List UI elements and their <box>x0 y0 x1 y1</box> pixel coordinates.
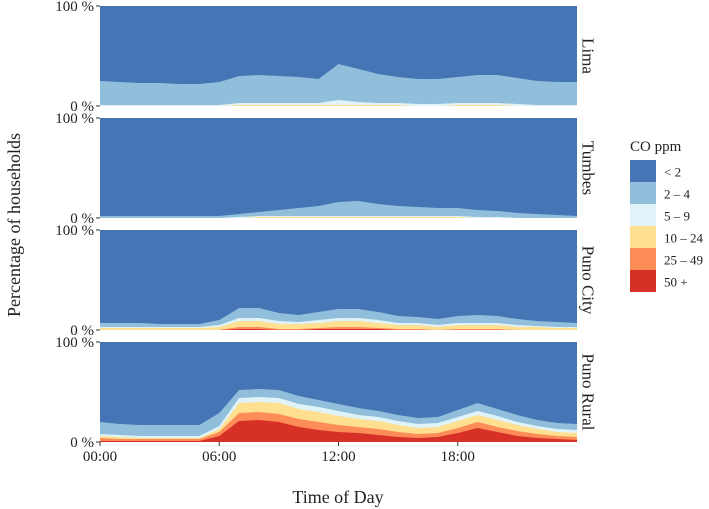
legend-label-2: < 2 <box>664 165 681 180</box>
strip-lima <box>577 6 599 106</box>
y-tick-label-tumbes-100: 100 % <box>55 111 94 127</box>
strip-label-puno-city: Puno City <box>579 246 598 315</box>
legend-label-10-24: 10 – 24 <box>664 231 704 246</box>
area-puno-city-10-24 <box>100 321 577 330</box>
x-tick-label-18: 18:00 <box>441 449 475 465</box>
x-axis-title: Time of Day <box>292 487 383 507</box>
legend-key-5-9 <box>630 204 656 226</box>
legend: CO ppm < 2 2 – 4 5 – 9 10 – 24 25 – 49 50 + <box>630 139 704 292</box>
area-tumbes-10-24 <box>100 217 577 218</box>
y-tick-label-puno-rural-0: 0 % <box>70 435 94 451</box>
area-puno-city-50-plus <box>100 329 577 330</box>
x-tick-label-0: 00:00 <box>83 449 117 465</box>
y-tick-label-tumbes-0: 0 % <box>70 211 94 227</box>
strip-tumbes <box>577 118 599 218</box>
area-lima-5-9 <box>100 100 577 106</box>
panel-puno-city: Puno City 0 % 100 % <box>55 223 599 339</box>
legend-key-25-49 <box>630 248 656 270</box>
area-puno-rural-50-plus <box>100 420 577 442</box>
y-tick-label-puno-city-0: 0 % <box>70 323 94 339</box>
legend-key-10-24 <box>630 226 656 248</box>
legend-key-50-plus <box>630 270 656 292</box>
area-tumbes-2-4 <box>100 201 577 218</box>
strip-label-tumbes: Tumbes <box>579 141 598 195</box>
strip-label-puno-rural: Puno Rural <box>579 354 598 431</box>
x-axis: 00:00 06:00 12:00 18:00 <box>83 442 475 465</box>
legend-label-25-49: 25 – 49 <box>664 253 703 268</box>
y-tick-label-puno-rural-100: 100 % <box>55 335 94 351</box>
area-puno-city-25-49 <box>100 327 577 330</box>
area-lima-2-4 <box>100 64 577 106</box>
strip-label-lima: Lima <box>579 38 598 74</box>
panel-puno-rural: Puno Rural 0 % 100 % <box>55 335 599 451</box>
legend-label-2-4: 2 – 4 <box>664 187 691 202</box>
x-tick-label-6: 06:00 <box>202 449 236 465</box>
y-tick-label-lima-100: 100 % <box>55 0 94 15</box>
legend-label-50-plus: 50 + <box>664 275 688 290</box>
legend-title: CO ppm <box>630 139 682 155</box>
panel-lima: Lima 0 % 100 % <box>55 0 599 115</box>
y-tick-label-puno-city-100: 100 % <box>55 223 94 239</box>
strip-puno-city <box>577 230 599 330</box>
y-axis-title: Percentage of households <box>4 133 24 317</box>
area-lima-10-24 <box>100 105 577 106</box>
area-tumbes-lt2 <box>100 118 577 218</box>
strip-puno-rural <box>577 342 599 442</box>
y-tick-label-lima-0: 0 % <box>70 99 94 115</box>
legend-key-2 <box>630 160 656 182</box>
legend-label-5-9: 5 – 9 <box>664 209 690 224</box>
legend-key-2-4 <box>630 182 656 204</box>
panel-tumbes: Tumbes 0 % 100 % <box>55 111 599 227</box>
x-tick-label-12: 12:00 <box>321 449 355 465</box>
